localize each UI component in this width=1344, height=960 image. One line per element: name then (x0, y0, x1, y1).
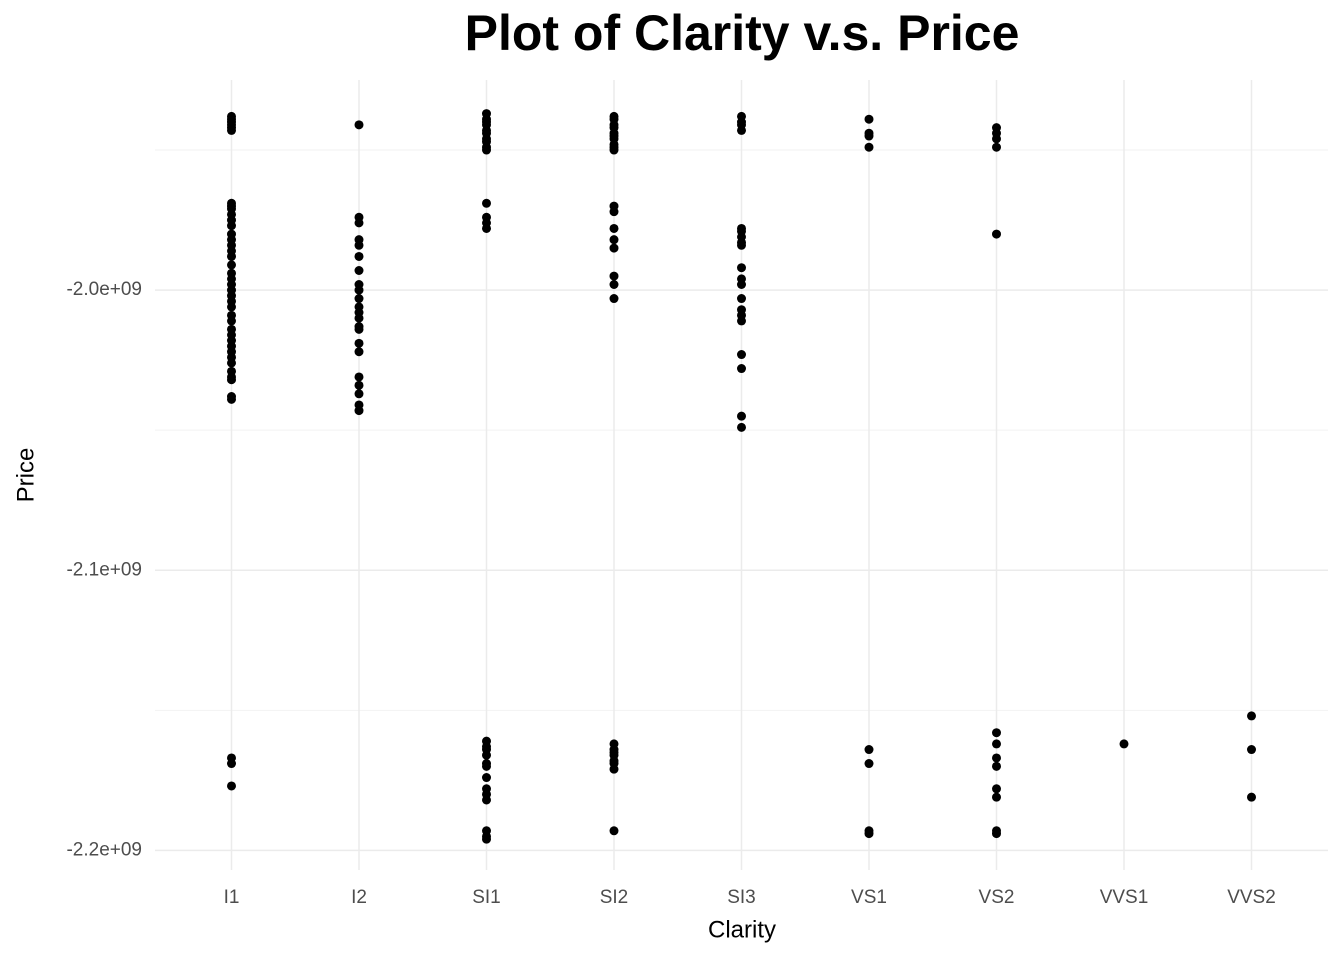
point (1119, 739, 1129, 749)
y-axis-label: Price (12, 448, 39, 503)
y-tick-label: -2.0e+09 (66, 279, 142, 300)
point (354, 324, 364, 334)
point (609, 223, 619, 233)
point (609, 271, 619, 281)
point (992, 753, 1001, 763)
point (864, 829, 874, 839)
x-tick-label: I2 (351, 887, 367, 908)
x-tick-label: SI3 (727, 887, 756, 908)
point (1247, 745, 1256, 755)
point (992, 142, 1001, 152)
point (864, 142, 874, 152)
point (992, 229, 1001, 239)
x-tick-label: VS2 (979, 887, 1015, 908)
point (354, 406, 364, 416)
point (354, 347, 364, 357)
point (482, 834, 491, 844)
point (354, 285, 364, 295)
point (992, 761, 1001, 771)
point (609, 764, 619, 774)
point (482, 223, 491, 233)
point (737, 240, 746, 250)
point (737, 350, 746, 360)
point (864, 759, 874, 769)
point (227, 251, 236, 261)
y-tick-label: -2.1e+09 (66, 559, 142, 580)
chart-title: Plot of Clarity v.s. Price (465, 5, 1020, 61)
point (227, 302, 236, 312)
point (1247, 792, 1256, 802)
point (609, 235, 619, 245)
point (482, 761, 491, 771)
point (482, 750, 491, 760)
point (737, 125, 746, 135)
point (482, 773, 491, 783)
point (737, 364, 746, 374)
point (227, 394, 236, 404)
point (227, 260, 236, 270)
point (864, 131, 874, 141)
point (737, 316, 746, 326)
point (227, 125, 236, 135)
point (992, 739, 1001, 749)
point (227, 358, 236, 368)
point (737, 422, 746, 432)
point (354, 313, 364, 323)
point (482, 198, 491, 208)
point (354, 265, 364, 275)
point (227, 221, 236, 231)
point (354, 294, 364, 304)
point (992, 728, 1001, 738)
point (227, 316, 236, 326)
point (354, 338, 364, 348)
x-tick-label: VS1 (851, 887, 887, 908)
point (482, 795, 491, 805)
point (354, 251, 364, 261)
point (609, 145, 619, 155)
point (609, 243, 619, 253)
x-tick-label: SI1 (472, 887, 501, 908)
point (864, 745, 874, 755)
x-tick-label: VVS1 (1100, 887, 1149, 908)
point (1247, 711, 1256, 721)
point (609, 294, 619, 304)
point (227, 375, 236, 385)
y-tick-label: -2.2e+09 (66, 839, 142, 860)
point (227, 759, 236, 769)
point (354, 120, 364, 130)
point (992, 134, 1001, 144)
point (609, 826, 619, 836)
point (354, 240, 364, 250)
x-tick-label: I1 (224, 887, 240, 908)
point (992, 784, 1001, 794)
point (354, 389, 364, 399)
point (992, 829, 1001, 839)
point (992, 792, 1001, 802)
x-axis-label: Clarity (708, 916, 776, 943)
point (737, 280, 746, 290)
point (864, 114, 874, 124)
point (609, 280, 619, 290)
point (737, 263, 746, 273)
point (354, 218, 364, 228)
point (609, 207, 619, 217)
point (227, 781, 236, 791)
x-tick-label: VVS2 (1227, 887, 1276, 908)
point (737, 294, 746, 304)
point (737, 411, 746, 421)
x-tick-label: SI2 (600, 887, 629, 908)
point (354, 372, 364, 382)
point (354, 380, 364, 390)
point (482, 145, 491, 155)
